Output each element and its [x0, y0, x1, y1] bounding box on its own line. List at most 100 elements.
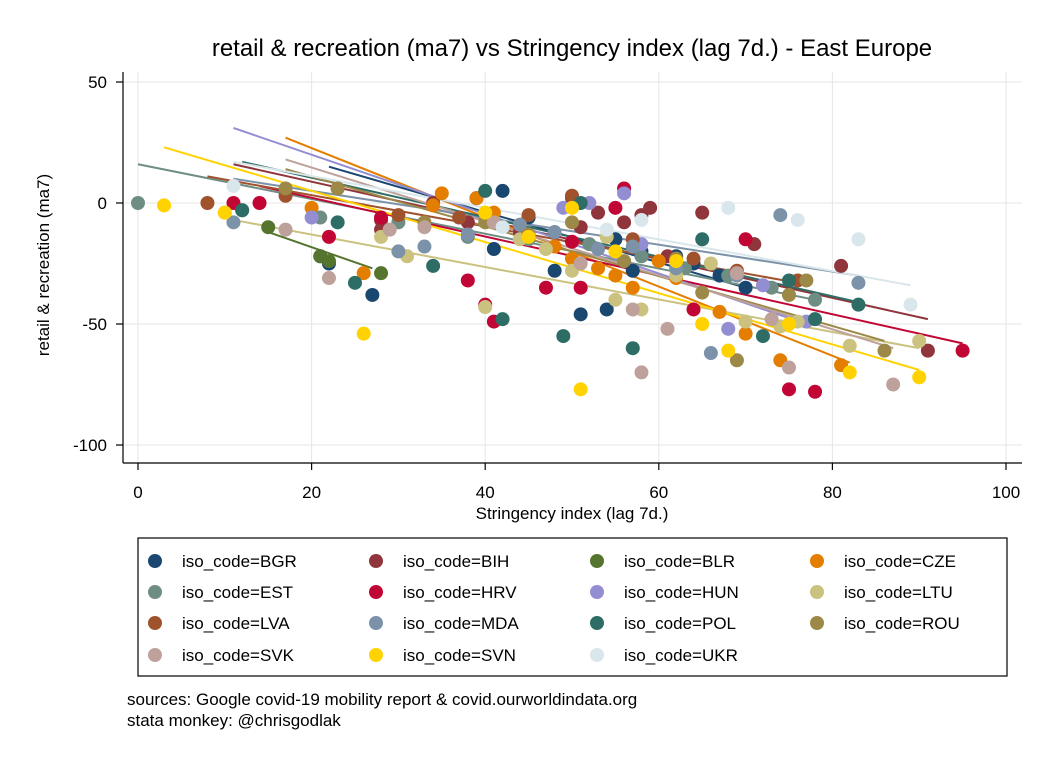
data-point: [782, 273, 796, 288]
data-point: [330, 181, 345, 196]
data-point: [599, 302, 614, 317]
data-point: [955, 343, 970, 358]
data-point: [782, 382, 796, 397]
data-point: [217, 205, 232, 220]
data-point: [755, 329, 770, 344]
data-point: [426, 198, 441, 213]
legend-label: iso_code=UKR: [624, 646, 738, 665]
data-point: [782, 317, 796, 331]
data-point: [538, 280, 553, 295]
data-point: [495, 312, 510, 327]
legend-label: iso_code=SVN: [403, 646, 516, 665]
data-point: [252, 196, 267, 210]
data-point: [903, 297, 918, 312]
data-point: [356, 266, 371, 281]
data-point: [912, 333, 927, 348]
data-point: [703, 256, 718, 271]
data-point: [556, 329, 571, 344]
data-point: [738, 326, 753, 341]
data-point: [686, 302, 701, 317]
y-tick-label: -100: [73, 436, 107, 455]
data-point: [321, 254, 336, 269]
legend-marker: [810, 616, 824, 630]
data-point: [131, 196, 145, 210]
fit-line: [163, 146, 920, 371]
data-point: [304, 210, 319, 225]
data-point: [912, 370, 927, 385]
data-point: [834, 258, 849, 273]
data-point: [321, 229, 336, 244]
data-point: [374, 210, 389, 225]
data-point: [478, 300, 493, 315]
data-point: [712, 304, 727, 319]
data-point: [886, 377, 901, 392]
data-point: [304, 200, 319, 215]
data-point: [573, 382, 588, 397]
legend-marker: [590, 648, 604, 662]
data-point: [591, 241, 606, 256]
data-point: [478, 183, 493, 198]
data-point: [695, 205, 710, 220]
fit-line: [233, 163, 929, 321]
data-point: [729, 266, 744, 281]
data-point: [460, 227, 475, 242]
data-point: [426, 258, 441, 273]
y-tick-label: -50: [82, 315, 107, 334]
data-point: [417, 220, 432, 235]
data-point: [703, 346, 718, 361]
data-point: [486, 241, 501, 256]
data-point: [565, 234, 579, 249]
y-tick-label: 50: [88, 73, 107, 92]
data-point: [808, 292, 823, 307]
y-tick-label: 0: [98, 194, 107, 213]
data-point: [617, 254, 632, 269]
legend-marker: [810, 554, 824, 568]
data-point: [573, 256, 588, 271]
y-axis-label: retail & recreation (ma7): [34, 174, 53, 356]
data-point: [686, 251, 701, 266]
data-point: [764, 312, 779, 327]
data-point: [625, 302, 640, 317]
axes: [122, 72, 1022, 464]
data-point: [356, 326, 371, 341]
data-point: [721, 321, 736, 336]
data-point: [157, 198, 172, 213]
data-point: [608, 268, 623, 283]
data-point: [634, 249, 649, 264]
data-point: [851, 297, 866, 312]
data-point: [478, 205, 493, 220]
fit-line: [285, 158, 894, 350]
data-point: [851, 232, 866, 247]
data-point: [729, 353, 744, 368]
data-point: [738, 314, 753, 329]
data-point: [200, 196, 215, 210]
data-point: [651, 254, 666, 269]
legend-label: iso_code=LTU: [844, 583, 953, 602]
data-point: [625, 239, 640, 254]
data-point: [808, 312, 823, 327]
legend-label: iso_code=BIH: [403, 552, 509, 571]
fit-line: [137, 163, 816, 301]
data-point: [617, 186, 632, 201]
data-point: [591, 205, 606, 220]
data-point: [851, 275, 866, 290]
x-tick-label: 80: [823, 483, 842, 502]
legend: iso_code=BGR iso_code=BIH iso_code=BLR iso_…: [148, 552, 960, 665]
data-point: [521, 208, 536, 223]
data-point: [512, 217, 527, 232]
data-point: [643, 200, 658, 215]
data-point: [391, 244, 406, 259]
caption: sources: Google covid-19 mobility report…: [127, 689, 637, 731]
x-tick-label: 60: [649, 483, 668, 502]
legend-marker: [369, 554, 383, 568]
data-point: [625, 280, 640, 295]
legend-marker: [148, 616, 162, 630]
legend-label: iso_code=SVK: [182, 646, 295, 665]
data-point: [634, 365, 649, 380]
data-point: [660, 321, 675, 336]
data-point: [278, 181, 293, 196]
data-point: [695, 232, 710, 247]
x-tick-label: 20: [302, 483, 321, 502]
data-point: [842, 338, 857, 353]
